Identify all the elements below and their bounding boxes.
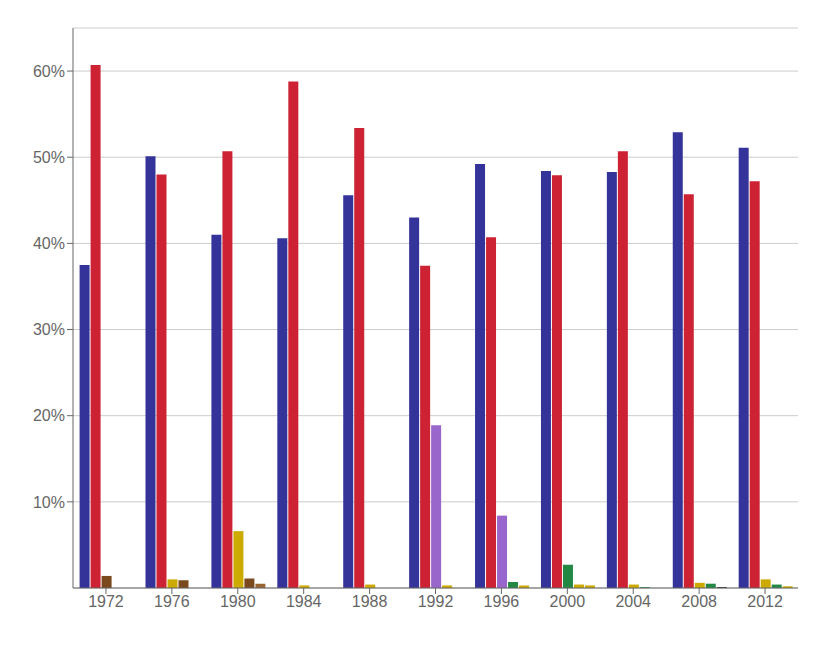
svg-text:50%: 50% xyxy=(33,149,65,166)
svg-text:2000: 2000 xyxy=(550,593,586,610)
svg-text:2012: 2012 xyxy=(747,593,783,610)
svg-text:40%: 40% xyxy=(33,235,65,252)
svg-text:10%: 10% xyxy=(33,494,65,511)
svg-text:2008: 2008 xyxy=(681,593,717,610)
svg-text:20%: 20% xyxy=(33,407,65,424)
svg-text:1972: 1972 xyxy=(88,593,124,610)
svg-text:30%: 30% xyxy=(33,321,65,338)
svg-text:1996: 1996 xyxy=(484,593,520,610)
svg-text:1984: 1984 xyxy=(286,593,322,610)
svg-text:1976: 1976 xyxy=(154,593,190,610)
svg-text:2004: 2004 xyxy=(615,593,651,610)
svg-text:1988: 1988 xyxy=(352,593,388,610)
svg-text:1980: 1980 xyxy=(220,593,256,610)
svg-text:60%: 60% xyxy=(33,63,65,80)
svg-text:1992: 1992 xyxy=(418,593,454,610)
